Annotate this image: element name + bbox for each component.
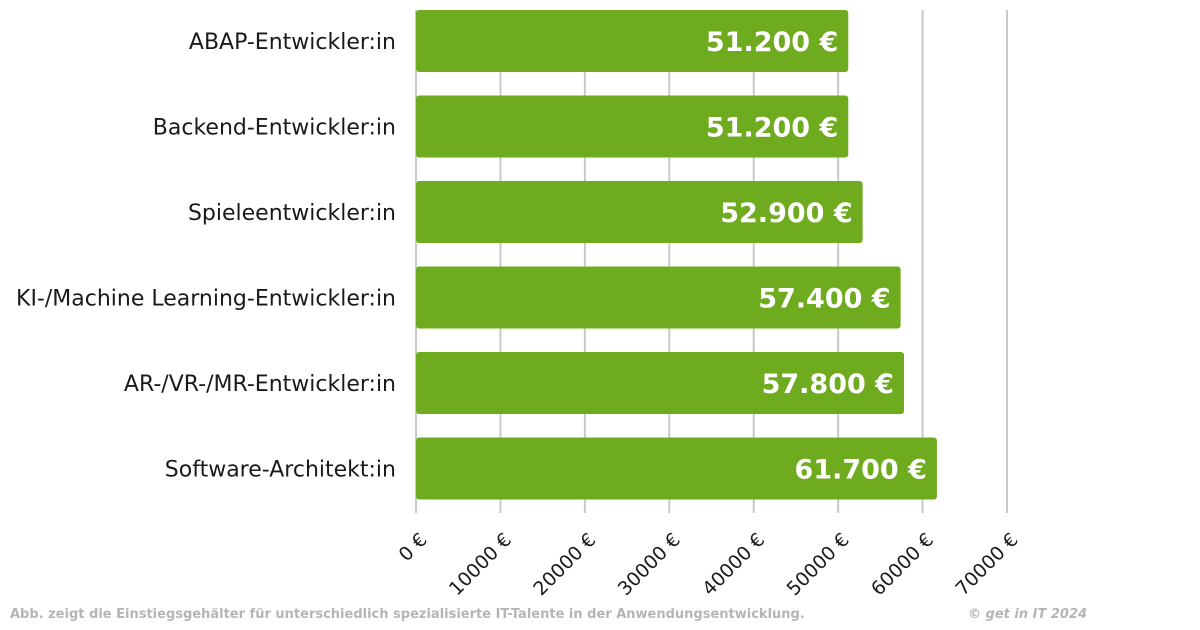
value-label: 61.700 € [795,455,927,486]
category-label: ABAP-Entwickler:in [189,30,396,55]
bar [416,181,863,243]
value-label: 52.900 € [720,198,852,229]
bar [416,437,937,500]
category-label: AR-/VR-/MR-Entwickler:in [124,372,396,397]
category-label: Spieleentwickler:in [188,201,396,226]
x-tick-label: 30000 € [614,529,685,600]
x-tick-label: 10000 € [445,529,516,600]
x-tick-label: 40000 € [698,529,769,600]
value-label: 57.800 € [762,369,894,400]
x-tick-label: 60000 € [867,529,938,600]
bar-chart: ABAP-Entwickler:in 51.200 € Backend-Entwic… [16,10,1023,600]
category-label: Backend-Entwickler:in [153,116,396,141]
bar [416,95,849,158]
bar [416,10,849,72]
x-tick-label: 0 € [395,529,432,566]
category-label: KI-/Machine Learning-Entwickler:in [16,287,396,312]
bar [416,266,901,329]
category-label: Software-Architekt:in [165,458,396,483]
value-label: 51.200 € [706,27,838,58]
x-tick-label: 50000 € [783,529,854,600]
bar [416,352,904,414]
x-tick-label: 20000 € [529,529,600,600]
figure-caption: Abb. zeigt die Einstiegsgehälter für unt… [10,607,805,622]
value-label: 51.200 € [706,113,838,144]
copyright-notice: © get in IT 2024 [968,607,1088,622]
x-tick-label: 70000 € [951,529,1022,600]
value-label: 57.400 € [758,284,890,315]
